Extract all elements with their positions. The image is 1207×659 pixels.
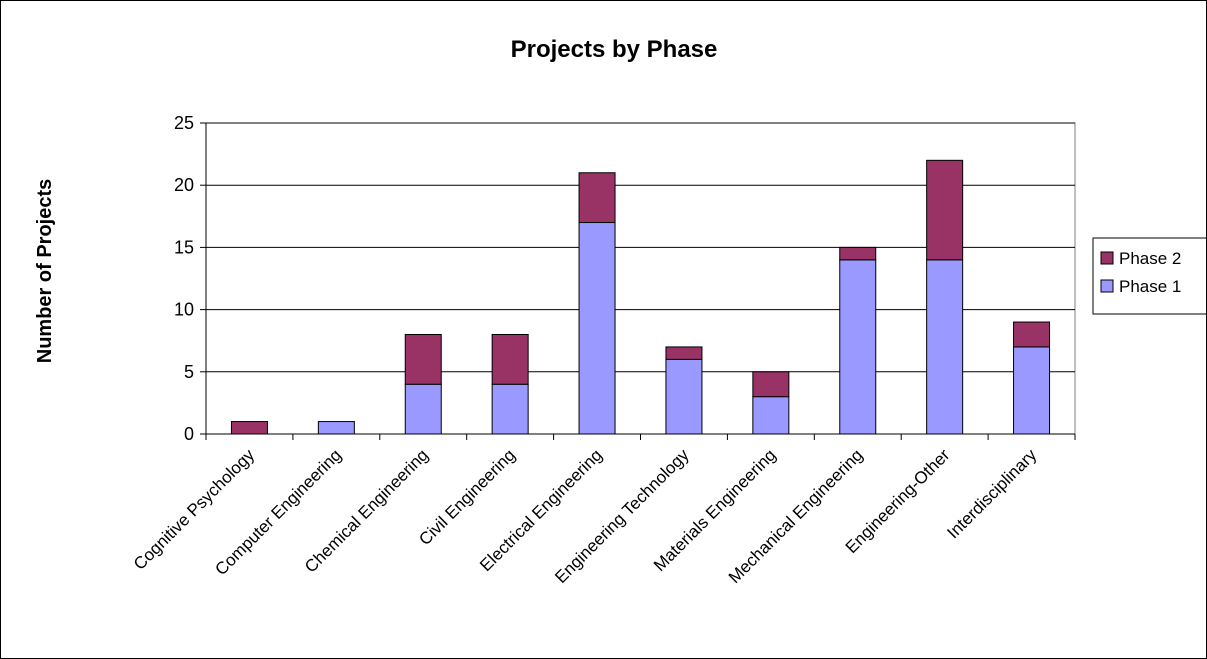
legend: Phase 2 Phase 1: [1092, 237, 1206, 315]
bar-phase-2: [926, 159, 964, 261]
bar-phase-2: [839, 246, 877, 261]
legend-swatch: [1100, 279, 1114, 293]
legend-box: [1092, 237, 1206, 315]
bar-phase-2: [752, 371, 790, 398]
y-tick-label: 20: [174, 175, 194, 195]
bar-phase-1: [926, 259, 964, 435]
x-category-label: Interdisciplinary: [943, 445, 1040, 542]
y-tick-label: 0: [184, 424, 194, 444]
bar-phase-1: [578, 222, 616, 435]
chart-title: Projects by Phase: [511, 36, 718, 63]
y-tick-label: 25: [174, 113, 194, 133]
legend-label: Phase 2: [1119, 249, 1181, 268]
legend-swatch: [1100, 251, 1114, 265]
bar-phase-2: [578, 172, 616, 224]
bar-phase-1: [491, 383, 529, 435]
bar-phase-2: [1013, 321, 1051, 348]
bar-phase-1: [317, 421, 355, 435]
bar-phase-2: [404, 333, 442, 385]
bar-phase-1: [665, 358, 703, 435]
bar-phase-2: [230, 421, 268, 435]
bar-phase-1: [839, 259, 877, 435]
bar-phase-1: [1013, 346, 1051, 435]
bar-phase-2: [665, 346, 703, 360]
y-tick-label: 5: [184, 362, 194, 382]
y-tick-label: 15: [174, 237, 194, 257]
bar-phase-1: [752, 396, 790, 435]
bar-phase-2: [491, 333, 529, 385]
y-tick-label: 10: [174, 300, 194, 320]
y-axis-label: Number of Projects: [34, 179, 56, 363]
legend-label: Phase 1: [1119, 277, 1181, 296]
bar-phase-1: [404, 383, 442, 435]
